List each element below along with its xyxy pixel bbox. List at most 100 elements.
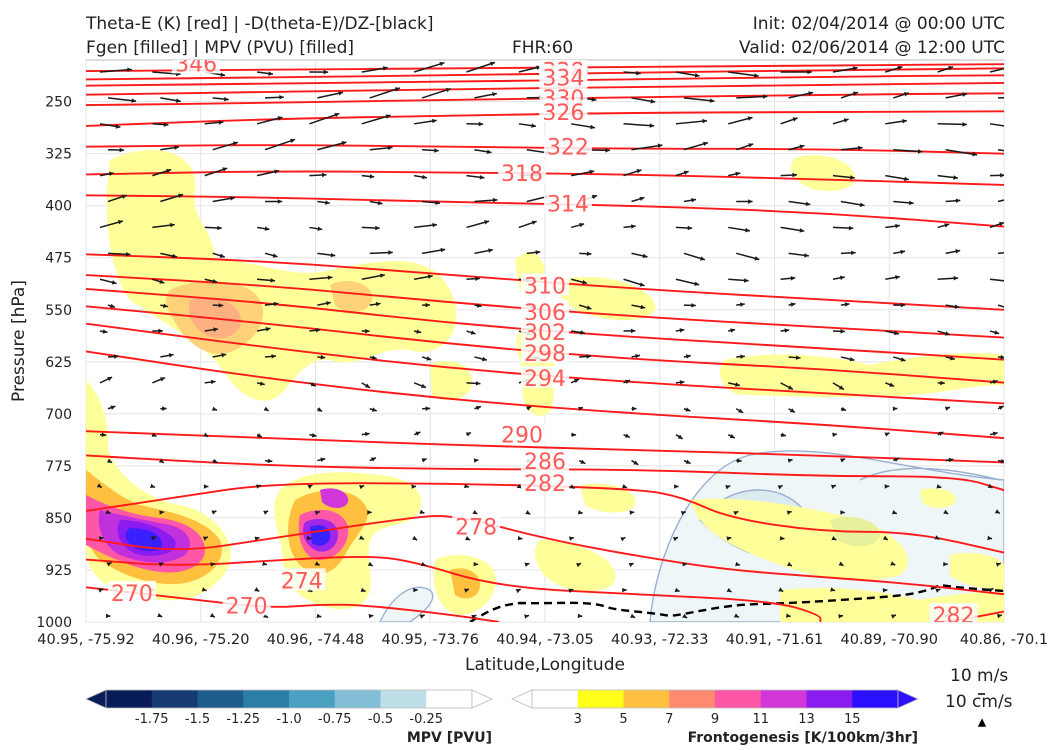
wind-vector-head — [642, 253, 648, 259]
wind-vector-head — [840, 329, 845, 334]
chart-title-line2: Fgen [filled] | MPV (PVU) [filled] — [86, 38, 355, 58]
wind-vector-head — [840, 510, 845, 515]
wind-vector-head — [1005, 198, 1010, 202]
wind-vector-head — [999, 221, 1004, 227]
wind-vector-head — [440, 247, 446, 253]
wind-vector-head — [726, 536, 732, 541]
wind-vector-head — [580, 330, 585, 335]
wind-vector-head — [334, 112, 340, 118]
wind-vector-head — [107, 376, 113, 382]
wind-vector-head — [622, 587, 627, 593]
wind-vector-head — [110, 303, 116, 309]
wind-vector-head — [201, 587, 207, 592]
contour-label-bg — [107, 580, 156, 603]
wind-vector-head — [359, 485, 365, 490]
wind-vector-head — [994, 330, 1000, 335]
wind-vector-head — [998, 405, 1004, 411]
x-tick-label: 40.94, -73.05 — [496, 632, 593, 648]
wind-vector-head — [586, 354, 592, 359]
wind-vector-head — [279, 94, 284, 100]
wind-vector-head — [799, 228, 805, 233]
wind-vector-head — [639, 282, 645, 287]
wind-vector-head — [894, 330, 899, 336]
wind-vector-head — [209, 613, 215, 618]
colorbar-tick-label: 3 — [574, 712, 582, 727]
wind-vector-head — [368, 613, 374, 619]
wind-vector-head — [787, 458, 793, 463]
wind-vector-head — [943, 509, 949, 514]
wind-vector-head — [738, 408, 744, 413]
wind-vector-head — [256, 433, 262, 438]
colorbar-segment — [852, 690, 899, 708]
wind-vector-head — [110, 405, 116, 410]
wind-vector-head — [364, 383, 370, 388]
wind-vector-head — [388, 250, 393, 255]
wind-vector-head — [569, 536, 574, 541]
contour-label-bg — [498, 422, 547, 445]
wind-vector-head — [590, 124, 595, 130]
wind-vector-head — [419, 509, 425, 514]
colorbar-segment — [806, 690, 853, 708]
wind-vector-head — [953, 276, 959, 281]
wind-vector-head — [630, 328, 636, 334]
wind-vector-head — [271, 354, 276, 359]
wind-vector-head — [127, 67, 132, 73]
wind-reference-label-1: 10 m/s — [950, 666, 1008, 686]
wind-vector-head — [748, 143, 754, 148]
wind-vector-head — [680, 511, 686, 516]
wind-vector-head — [213, 327, 218, 332]
contour-label-bg — [521, 340, 569, 363]
wind-vector — [107, 97, 137, 102]
wind-vector-head — [445, 87, 451, 93]
wind-vector-head — [748, 199, 753, 204]
y-tick-label: 250 — [45, 95, 72, 111]
colorbar-tick-label: -0.75 — [318, 712, 352, 727]
wind-vector-head — [900, 302, 906, 308]
wind-vector-head — [277, 116, 283, 121]
colorbar-tick-label: 13 — [798, 712, 815, 727]
wind-vector-head — [579, 222, 585, 228]
contour-label: 286 — [524, 450, 566, 475]
contour-label-bg — [172, 60, 221, 74]
theta-e-contour-labels: 3463423383343303263223183143103063022982… — [107, 60, 978, 622]
wind-vector-head — [582, 279, 588, 285]
wind-vector-head — [175, 98, 181, 103]
wind-vector-head — [786, 510, 792, 515]
contour-label-bg — [222, 593, 271, 616]
wind-vector-head — [859, 202, 865, 207]
wind-vector-head — [882, 535, 888, 540]
contour-label: 318 — [501, 162, 543, 187]
wind-vector-head — [419, 614, 425, 619]
wind-vector-head — [633, 460, 639, 465]
wind-vector — [997, 251, 1004, 255]
wind-vector-head — [364, 431, 370, 437]
wind-vector-head — [151, 536, 157, 541]
wind-vector-head — [315, 327, 321, 333]
wind-vector-head — [857, 145, 863, 151]
wind-vector-head — [577, 509, 583, 515]
wind-vector — [317, 141, 347, 151]
theta-e-line — [86, 305, 1004, 384]
wind-vector-head — [377, 200, 383, 206]
wind-vector-head — [571, 432, 577, 437]
wind-vector-head — [212, 406, 217, 411]
wind-vector-head — [375, 301, 381, 307]
wind-vector — [997, 199, 1004, 203]
wind-vector-head — [311, 433, 317, 438]
wind-vector-head — [517, 535, 523, 541]
wind-vector-head — [360, 587, 366, 593]
theta-e-line — [86, 67, 1004, 81]
colorbar: -1.75 -1.5 -1.25 -1.0 -0.75 -0.5 -0.25 MPV [PVU… — [85, 689, 493, 746]
wind-vector-head — [385, 114, 391, 119]
wind-vector-head — [779, 535, 785, 541]
wind-vector-head — [169, 222, 175, 228]
wind-vector-head — [98, 588, 104, 593]
wind-vector-head — [787, 385, 793, 390]
wind-vector-head — [909, 200, 914, 206]
wind-vector-head — [263, 613, 269, 618]
wind-vector-head — [367, 510, 372, 515]
wind-vector-head — [1014, 249, 1019, 254]
wind-vector-head — [106, 562, 112, 567]
wind-vector-head — [895, 275, 900, 280]
contour-label: 270 — [111, 582, 153, 607]
